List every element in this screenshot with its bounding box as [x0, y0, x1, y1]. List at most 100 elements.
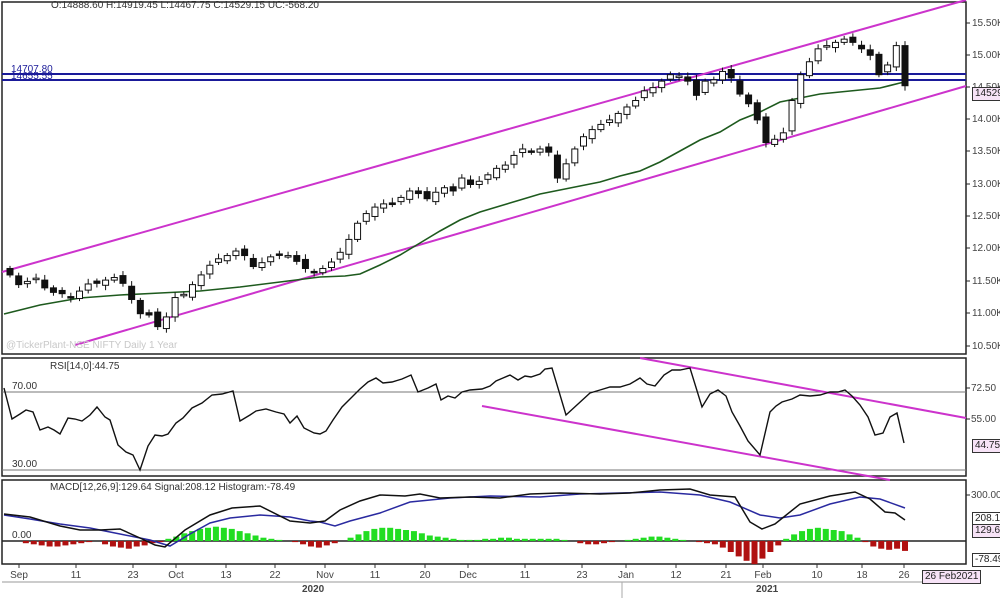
- macd-bar: [30, 541, 37, 545]
- candle: [884, 64, 892, 73]
- price-tick: 13.00K: [972, 179, 1000, 190]
- candle: [345, 238, 353, 255]
- macd-title: MACD[12,26,9]:129.64 Signal:208.12 Histo…: [50, 482, 296, 493]
- x-tick: 11: [520, 570, 531, 581]
- sma-line: [3, 81, 906, 315]
- macd-bar: [22, 541, 29, 544]
- macd-bar: [783, 538, 790, 541]
- macd-tick-300: 300.00: [971, 490, 1000, 501]
- candle: [519, 148, 527, 154]
- candle: [501, 164, 509, 170]
- candle: [15, 275, 23, 286]
- price-tick: 15.00K: [972, 50, 1000, 61]
- macd-bar: [585, 541, 592, 545]
- macd-bar: [426, 535, 433, 541]
- x-tick: Oct: [168, 570, 184, 581]
- macd-bar: [870, 541, 877, 547]
- macd-bar: [664, 537, 671, 541]
- macd-bar: [521, 538, 528, 541]
- candle: [380, 203, 388, 209]
- candle: [397, 196, 405, 203]
- macd-bar: [593, 541, 600, 545]
- price-panel-frame: [1, 1, 967, 355]
- macd-bar: [886, 541, 893, 550]
- candle: [154, 311, 162, 328]
- candle: [692, 79, 700, 96]
- candle: [779, 132, 787, 140]
- candle: [579, 136, 587, 147]
- macd-bar: [450, 538, 457, 541]
- macd-bar: [418, 533, 425, 541]
- macd-bar: [323, 541, 330, 546]
- macd-bar: [806, 528, 813, 541]
- x-tick: 11: [370, 570, 381, 581]
- candle: [67, 296, 75, 299]
- candle: [553, 154, 561, 179]
- hline-label-2: 14655.55: [11, 71, 53, 82]
- candle: [849, 36, 857, 43]
- macd-bar: [410, 531, 417, 541]
- candle: [831, 41, 839, 49]
- rsi-level-30: 30.00: [12, 459, 37, 470]
- candle: [223, 255, 231, 262]
- macd-bar: [648, 536, 655, 541]
- last-price-tag: 14529.: [972, 87, 1000, 101]
- x-tick: 13: [220, 570, 232, 581]
- macd-bar: [466, 539, 473, 541]
- macd-bar: [656, 536, 663, 541]
- candle: [145, 312, 153, 316]
- candle: [180, 293, 188, 297]
- candle: [658, 80, 666, 89]
- x-tick: Dec: [459, 570, 477, 581]
- macd-bar: [371, 528, 378, 541]
- macd-bar: [220, 527, 227, 541]
- macd-bar: [561, 539, 568, 541]
- macd-bar: [902, 541, 908, 551]
- candle: [571, 148, 579, 164]
- candle: [41, 279, 49, 289]
- macd-bar: [133, 541, 140, 547]
- candle: [484, 174, 492, 180]
- candle: [76, 290, 84, 300]
- macd-bar: [482, 538, 489, 541]
- macd-bar: [252, 535, 259, 541]
- macd-bar: [363, 531, 370, 541]
- candle: [753, 102, 761, 121]
- candle: [388, 202, 396, 206]
- x-tick: 23: [576, 570, 588, 581]
- macd-bar: [640, 537, 647, 541]
- candle: [892, 45, 900, 68]
- candle: [762, 116, 770, 144]
- candle: [666, 74, 674, 80]
- macd-bar: [680, 539, 687, 541]
- price-tick: 13.50K: [972, 146, 1000, 157]
- candle: [675, 75, 683, 79]
- macd-bar: [387, 527, 394, 541]
- price-tick: 11.00K: [972, 308, 1000, 319]
- rsi-line: [3, 367, 905, 472]
- macd-bar: [846, 534, 853, 541]
- candle: [475, 180, 483, 186]
- macd-bar: [102, 541, 109, 545]
- macd-signal-line: [3, 491, 906, 547]
- macd-bar: [78, 541, 85, 544]
- candle: [328, 261, 336, 269]
- candle: [493, 167, 501, 179]
- candle: [545, 146, 553, 153]
- macd-bar: [775, 541, 782, 546]
- candle: [432, 191, 440, 203]
- candle: [606, 119, 614, 123]
- macd-bar: [632, 538, 639, 541]
- macd-bar: [395, 528, 402, 541]
- candle: [719, 70, 727, 81]
- candle: [215, 258, 223, 263]
- candle: [858, 44, 866, 50]
- candle: [823, 45, 831, 48]
- candle: [371, 206, 379, 217]
- candle: [84, 283, 92, 291]
- price-tick: 10.50K: [972, 341, 1000, 352]
- candle: [467, 179, 475, 185]
- candlesticks: [6, 33, 909, 333]
- price-tick: 14.00K: [972, 114, 1000, 125]
- candle: [745, 94, 753, 105]
